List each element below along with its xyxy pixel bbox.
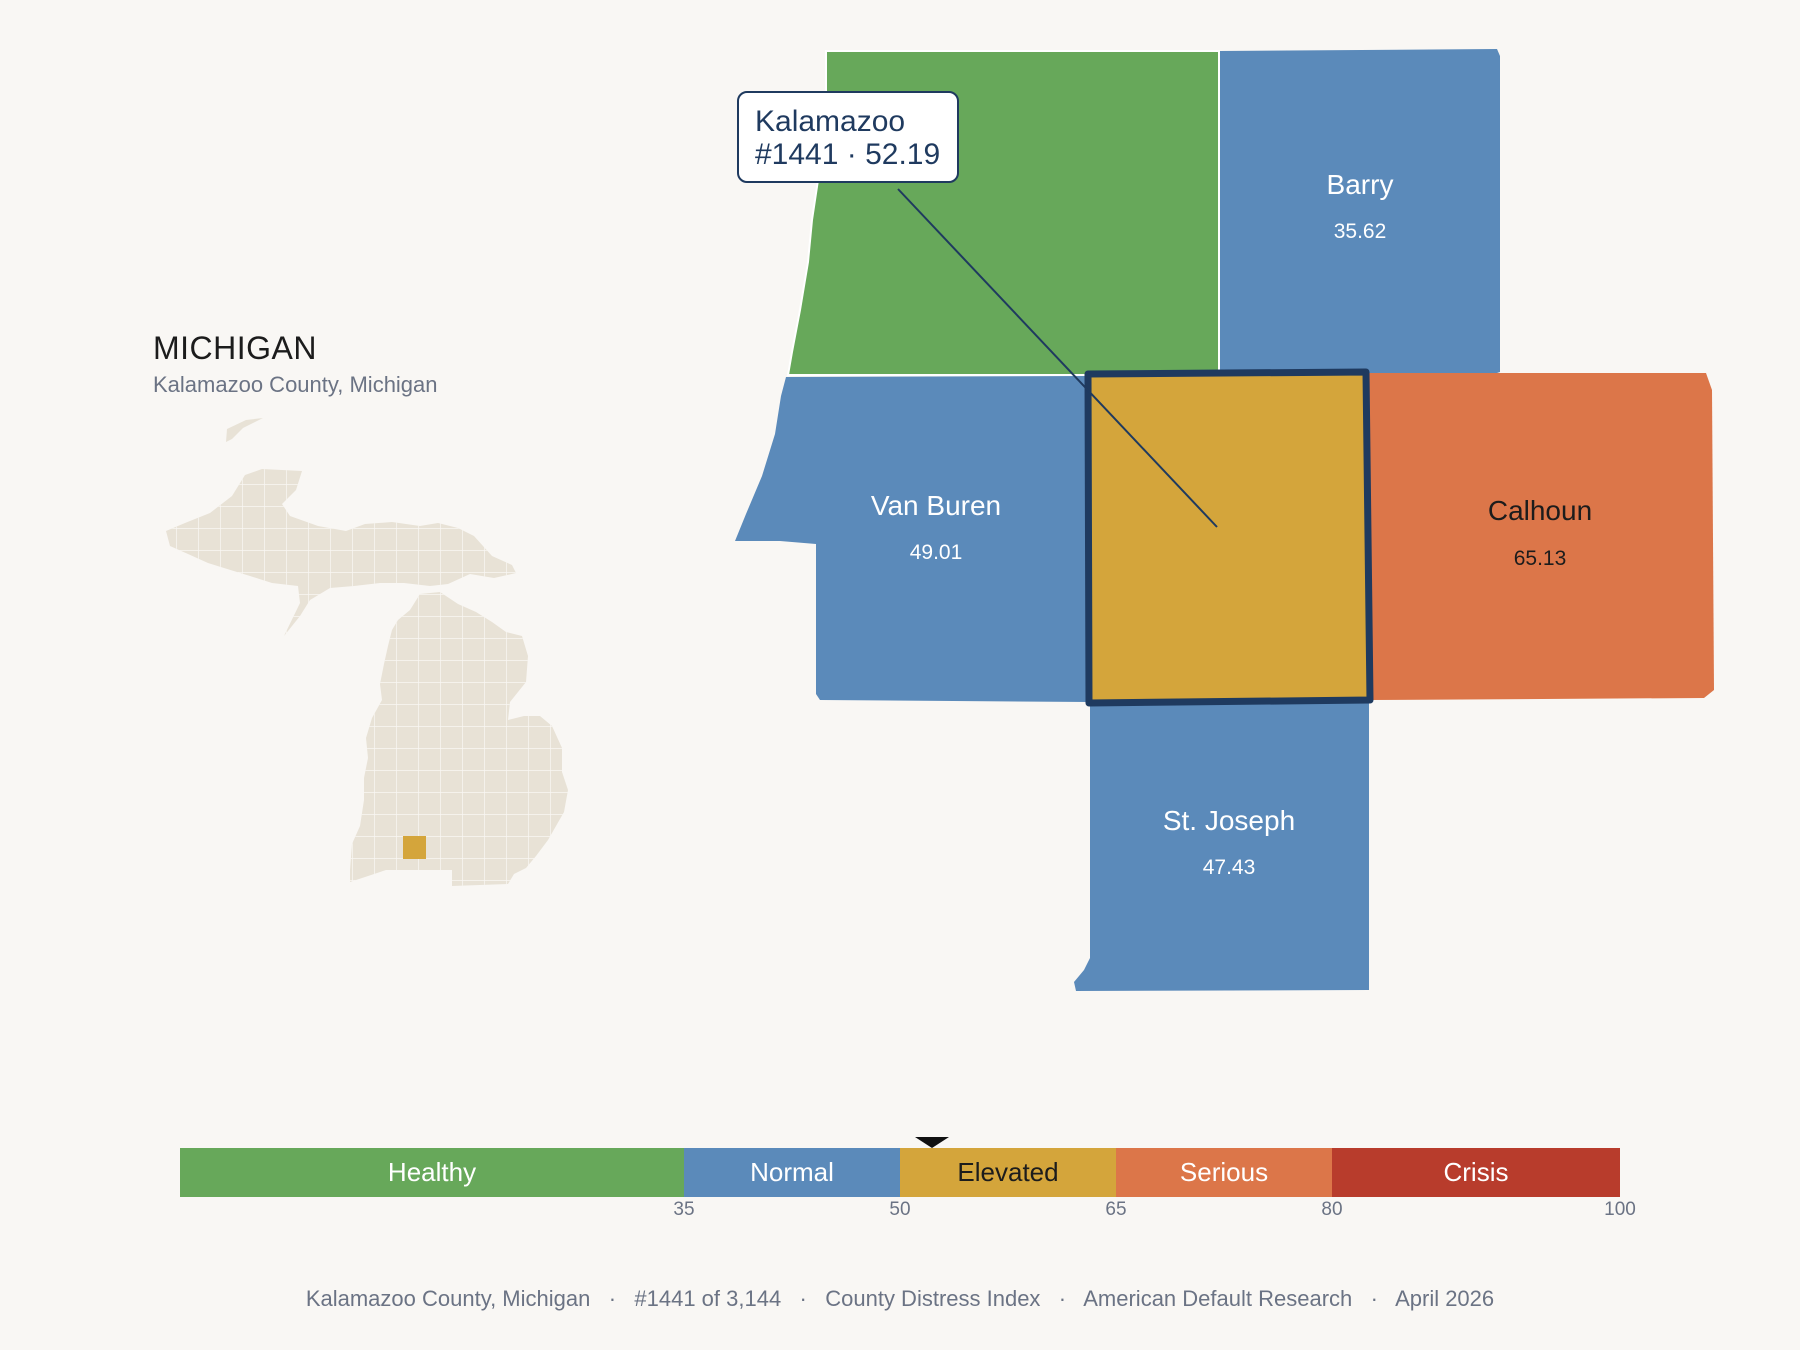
- scale-segment-elevated: Elevated: [900, 1148, 1116, 1197]
- scale-label-elevated: Elevated: [957, 1157, 1059, 1187]
- county-score-calhoun: 65.13: [1514, 547, 1567, 570]
- scale-segment-crisis: Crisis: [1332, 1148, 1620, 1197]
- scale-segment-serious: Serious: [1116, 1148, 1332, 1197]
- county-score-st-joseph: 47.43: [1203, 856, 1256, 879]
- footer-date: April 2026: [1395, 1286, 1495, 1311]
- county-label-st-joseph: St. Joseph: [1163, 805, 1295, 836]
- scale-label-crisis: Crisis: [1443, 1157, 1509, 1187]
- scale-segment-healthy: Healthy: [180, 1148, 684, 1197]
- footer-sep: ·: [596, 1286, 629, 1311]
- footer-sep: ·: [1046, 1286, 1079, 1311]
- inset-kalamazoo-county: [403, 836, 426, 859]
- footer-source: American Default Research: [1083, 1286, 1353, 1311]
- footer-sep: ·: [787, 1286, 820, 1311]
- footer-county: Kalamazoo County, Michigan: [305, 1286, 591, 1311]
- county-st-joseph[interactable]: [1074, 702, 1369, 991]
- footer: Kalamazoo County, Michigan · #1441 of 3,…: [0, 1286, 1800, 1312]
- state-title: MICHIGAN: [153, 330, 317, 366]
- county-callout: Kalamazoo #1441 · 52.19: [737, 91, 959, 183]
- footer-sep: ·: [1358, 1286, 1391, 1311]
- scale-label-healthy: Healthy: [387, 1157, 477, 1187]
- scale-tick-65: 65: [1105, 1199, 1127, 1220]
- distress-scale-bar: Healthy Normal Elevated Serious Crisis: [180, 1148, 1620, 1197]
- michigan-inset-map: [166, 418, 568, 886]
- county-calhoun[interactable]: [1368, 373, 1714, 700]
- callout-rank-score: #1441 · 52.19: [755, 138, 941, 171]
- isle-royale-shape: [226, 418, 263, 442]
- callout-county-name: Kalamazoo: [755, 105, 906, 138]
- scale-tick-100: 100: [1604, 1199, 1636, 1220]
- scale-tick-80: 80: [1321, 1199, 1343, 1220]
- county-label-calhoun: Calhoun: [1488, 495, 1592, 526]
- scale-segment-normal: Normal: [684, 1148, 900, 1197]
- footer-rank: #1441 of 3,144: [634, 1286, 782, 1311]
- scale-tick-50: 50: [889, 1199, 911, 1220]
- county-barry[interactable]: [1220, 49, 1500, 374]
- state-subtitle: Kalamazoo County, Michigan: [153, 372, 438, 397]
- county-map: Barry 35.62 Van Buren 49.01 Calhoun 65.1…: [735, 49, 1714, 991]
- county-label-van-buren: Van Buren: [871, 490, 1001, 521]
- scale-tick-35: 35: [673, 1199, 695, 1220]
- county-kalamazoo[interactable]: [1084, 368, 1374, 707]
- scale-label-normal: Normal: [750, 1157, 834, 1187]
- callout-leader-line: [897, 188, 1218, 528]
- scale-marker: [914, 1137, 949, 1148]
- county-score-van-buren: 49.01: [910, 541, 963, 564]
- scale-label-serious: Serious: [1179, 1157, 1269, 1187]
- footer-index: County Distress Index: [825, 1286, 1041, 1311]
- county-label-barry: Barry: [1327, 169, 1394, 200]
- county-score-barry: 35.62: [1334, 220, 1387, 243]
- county-van-buren[interactable]: [735, 376, 1089, 702]
